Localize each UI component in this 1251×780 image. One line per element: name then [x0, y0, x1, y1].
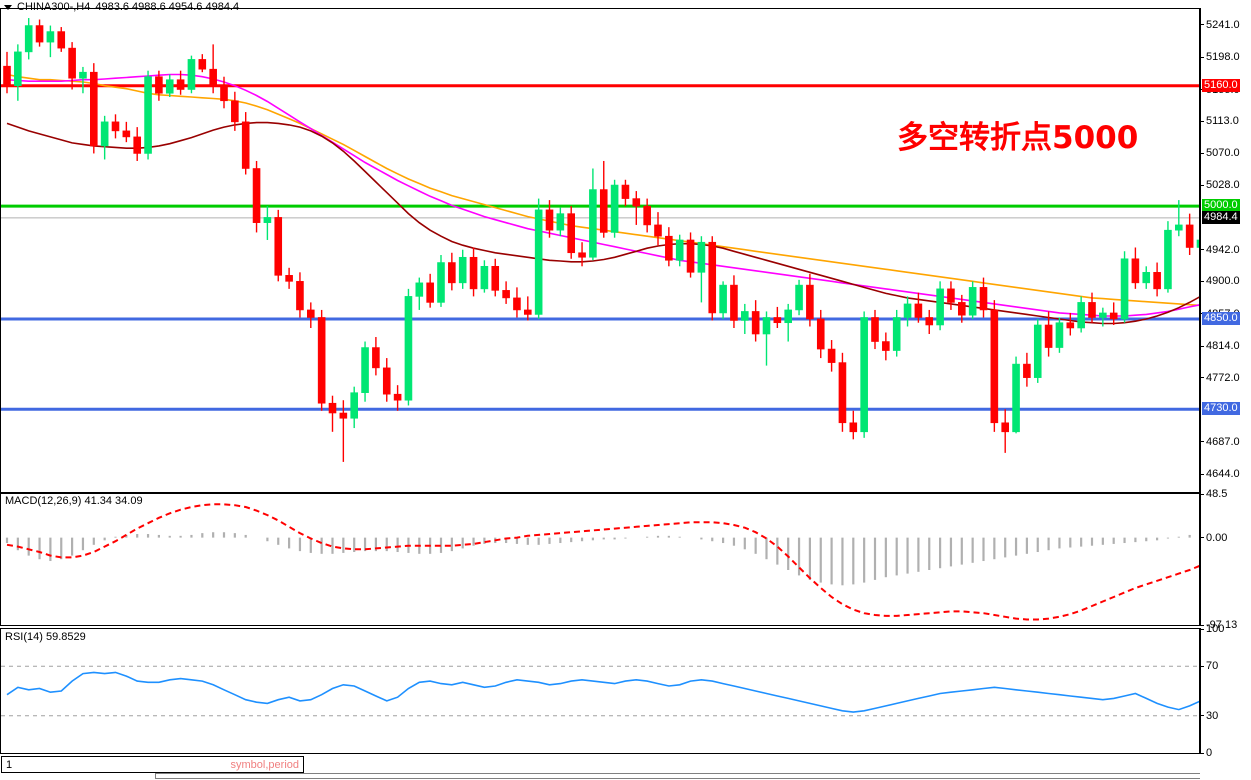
symbol-label: CHINA300-,H4 — [17, 1, 91, 13]
price-tick-5113.0: 5113.0 — [1200, 116, 1239, 127]
price-tick-4900.0: 4900.0 — [1200, 276, 1240, 287]
price-scale[interactable]: 5241.0 5198.0 5113.0 5070.0 5028.0 4942.0 4900… — [1200, 0, 1251, 780]
symbol-header: CHINA300-,H4 4983.6 4988.6 4954.6 4984.4 — [0, 0, 239, 14]
price-tick-4687.0: 4687.0 — [1200, 436, 1240, 448]
price-tick-4942.0: 4942.0 — [1200, 244, 1240, 256]
price-tick-5198.0: 5198.0 — [1200, 52, 1240, 63]
quick-nav-value: 1 — [6, 758, 13, 771]
bottom-bar: 1 symbol,period — [0, 754, 1251, 780]
price-tag-pivot[interactable]: 5000.0 — [1202, 199, 1240, 213]
quick-nav-hint: symbol,period — [230, 758, 299, 771]
macd-tick--97.13: -97.13 — [1200, 620, 1237, 631]
rsi-plot[interactable] — [1, 629, 1199, 753]
price-tick-4814.0: 4814.0 — [1200, 341, 1240, 352]
rsi-line — [6, 671, 1199, 713]
macd-panel-frame — [0, 493, 1200, 626]
current-price-tag[interactable]: 4984.4 — [1202, 210, 1240, 224]
price-tick-4772.0: 4772.0 — [1200, 372, 1240, 384]
chart-annotation: 多空转折点5000 — [897, 120, 1139, 156]
rsi-tick-0: 0 — [1200, 748, 1212, 759]
macd-signal-line — [6, 503, 1199, 621]
price-tag-support-2[interactable]: 4730.0 — [1202, 402, 1240, 416]
macd-histogram — [5, 532, 1191, 586]
price-tick-4644.0: 4644.0 — [1200, 468, 1240, 480]
macd-tick-0.00: 0.00 — [1200, 532, 1227, 544]
price-tick-5028.0: 5028.0 — [1200, 180, 1240, 191]
macd-tick-48.5: 48.5 — [1200, 489, 1227, 500]
rsi-panel-frame — [0, 628, 1200, 754]
price-tag-resistance[interactable]: 5160.0 — [1202, 78, 1240, 92]
price-panel-frame — [0, 8, 1200, 493]
price-tag-support-1[interactable]: 4850.0 — [1202, 311, 1240, 325]
rsi-tick-70: 70 — [1200, 661, 1218, 672]
horizontal-scrollbar[interactable] — [155, 773, 1245, 779]
rsi-tick-100: 100 — [1200, 624, 1224, 635]
rsi-tick-30: 30 — [1200, 710, 1218, 722]
candle-series — [3, 18, 1199, 462]
price-tick-5070.0: 5070.0 — [1200, 148, 1240, 159]
caret-down-icon[interactable] — [4, 4, 12, 10]
rsi-label: RSI(14) 59.8529 — [5, 631, 89, 643]
price-chart-plot[interactable] — [1, 9, 1199, 492]
quick-nav-input[interactable]: 1 symbol,period — [1, 756, 304, 773]
macd-label: MACD(12,26,9) 41.34 34.09 — [5, 495, 146, 507]
ohlc-values: 4983.6 4988.6 4954.6 4984.4 — [95, 1, 240, 13]
macd-plot[interactable] — [1, 494, 1199, 625]
price-tick-5241.0: 5241.0 — [1200, 19, 1240, 31]
